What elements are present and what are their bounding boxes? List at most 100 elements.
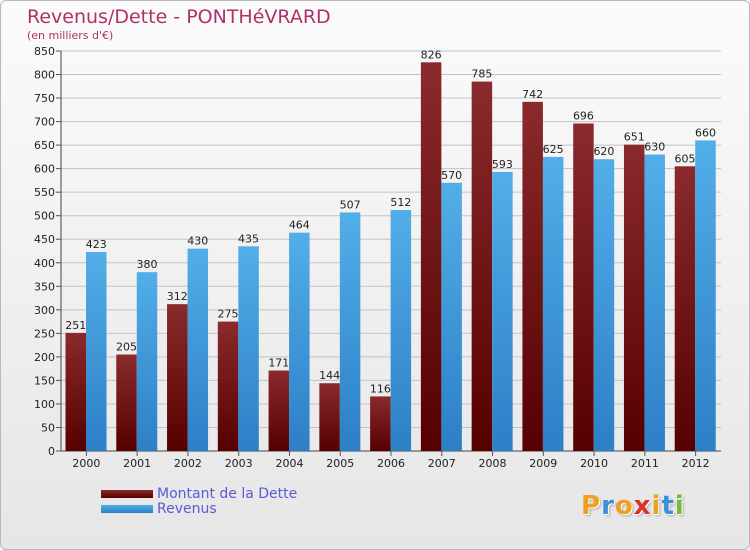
data-label: 651 (624, 131, 645, 144)
logo-letter: i (674, 491, 685, 521)
data-label: 696 (573, 109, 594, 122)
logo-letter: t (661, 491, 675, 521)
data-label: 171 (268, 357, 289, 370)
y-tick-label: 0 (48, 445, 55, 458)
data-label: 625 (543, 143, 564, 156)
bar-revenus (542, 156, 564, 451)
y-tick-label: 250 (34, 327, 55, 340)
data-label: 430 (187, 235, 208, 248)
legend-label-revenus: Revenus (157, 501, 217, 517)
x-tick-label: 2002 (174, 457, 202, 470)
y-tick-label: 450 (34, 233, 55, 246)
data-label: 116 (370, 382, 391, 395)
x-tick-label: 2012 (682, 457, 710, 470)
bar-revenus (390, 210, 412, 451)
x-tick-label: 2006 (377, 457, 405, 470)
y-tick-label: 300 (34, 304, 55, 317)
data-label: 785 (471, 68, 492, 81)
bar-dette (268, 370, 290, 451)
data-label: 464 (289, 219, 310, 232)
bar-dette (65, 332, 86, 451)
data-label: 507 (340, 198, 361, 211)
data-label: 512 (390, 196, 411, 209)
y-tick-label: 700 (34, 116, 55, 129)
data-label: 826 (421, 48, 442, 61)
data-label: 312 (167, 290, 188, 303)
bar-revenus (593, 159, 615, 451)
bar-dette (370, 396, 391, 451)
y-tick-label: 100 (34, 398, 55, 411)
y-tick-label: 350 (34, 280, 55, 293)
y-tick-label: 550 (34, 186, 55, 199)
data-label: 660 (695, 126, 716, 139)
data-label: 620 (593, 145, 614, 158)
legend-swatch-revenus (101, 505, 153, 513)
logo-letter: P (581, 491, 602, 521)
data-label: 251 (65, 319, 86, 332)
bar-dette (623, 144, 645, 451)
bar-dette (420, 62, 442, 451)
x-tick-label: 2011 (631, 457, 659, 470)
logo-letter: o (614, 491, 634, 521)
data-label: 605 (674, 152, 695, 165)
y-tick-label: 50 (41, 421, 55, 434)
y-tick-label: 650 (34, 139, 55, 152)
x-tick-label: 2004 (275, 457, 303, 470)
legend-swatch-debt (101, 490, 153, 498)
data-label: 144 (319, 369, 340, 382)
bar-revenus (187, 248, 209, 451)
data-label: 630 (644, 141, 665, 154)
data-label: 423 (86, 238, 107, 251)
bar-revenus (492, 171, 513, 452)
y-tick-label: 400 (34, 257, 55, 270)
data-label: 593 (492, 158, 513, 171)
data-label: 742 (522, 88, 543, 101)
y-tick-label: 800 (34, 69, 55, 82)
bar-revenus (136, 272, 158, 451)
bars (65, 62, 716, 452)
bar-dette (674, 166, 696, 451)
logo-letter: x (633, 491, 652, 521)
data-label: 275 (218, 308, 239, 321)
y-tick-label: 600 (34, 163, 55, 176)
bar-revenus (238, 246, 259, 451)
y-tick-label: 850 (34, 45, 55, 58)
x-tick-label: 2003 (225, 457, 253, 470)
bar-dette (573, 123, 594, 452)
y-tick-label: 200 (34, 351, 55, 364)
bar-revenus (644, 154, 665, 451)
x-tick-label: 2005 (326, 457, 354, 470)
data-label: 435 (238, 232, 259, 245)
logo-letter: r (601, 491, 615, 521)
bar-dette (471, 81, 493, 452)
x-tick-label: 2010 (580, 457, 608, 470)
legend-label-debt: Montant de la Dette (157, 486, 298, 502)
chart-title: Revenus/Dette - PONTHéVRARD (27, 6, 331, 28)
bar-dette (522, 101, 543, 451)
bar-dette (167, 304, 188, 451)
data-label: 380 (137, 258, 158, 271)
y-tick-label: 150 (34, 374, 55, 387)
proxiti-logo: Proxiti (581, 491, 685, 521)
bar-dette (319, 383, 340, 451)
bar-revenus (86, 251, 107, 451)
bar-revenus (441, 182, 462, 451)
labels: 0 50 100 150 200 250 300 350 400 450 500 550 600 650 7… (34, 45, 716, 470)
y-tick-label: 750 (34, 92, 55, 105)
y-tick-label: 500 (34, 210, 55, 223)
x-tick-label: 2000 (72, 457, 100, 470)
bar-revenus (289, 232, 310, 451)
chart-subtitle: (en milliers d'€) (27, 29, 114, 42)
logo-letter: i (651, 491, 662, 521)
data-label: 570 (441, 169, 462, 182)
x-tick-label: 2007 (428, 457, 456, 470)
x-tick-label: 2009 (529, 457, 557, 470)
bar-revenus (339, 212, 361, 451)
bar-revenus (695, 140, 716, 452)
x-tick-label: 2001 (123, 457, 151, 470)
bar-dette (116, 354, 137, 451)
data-label: 205 (116, 341, 137, 354)
x-tick-label: 2008 (479, 457, 507, 470)
